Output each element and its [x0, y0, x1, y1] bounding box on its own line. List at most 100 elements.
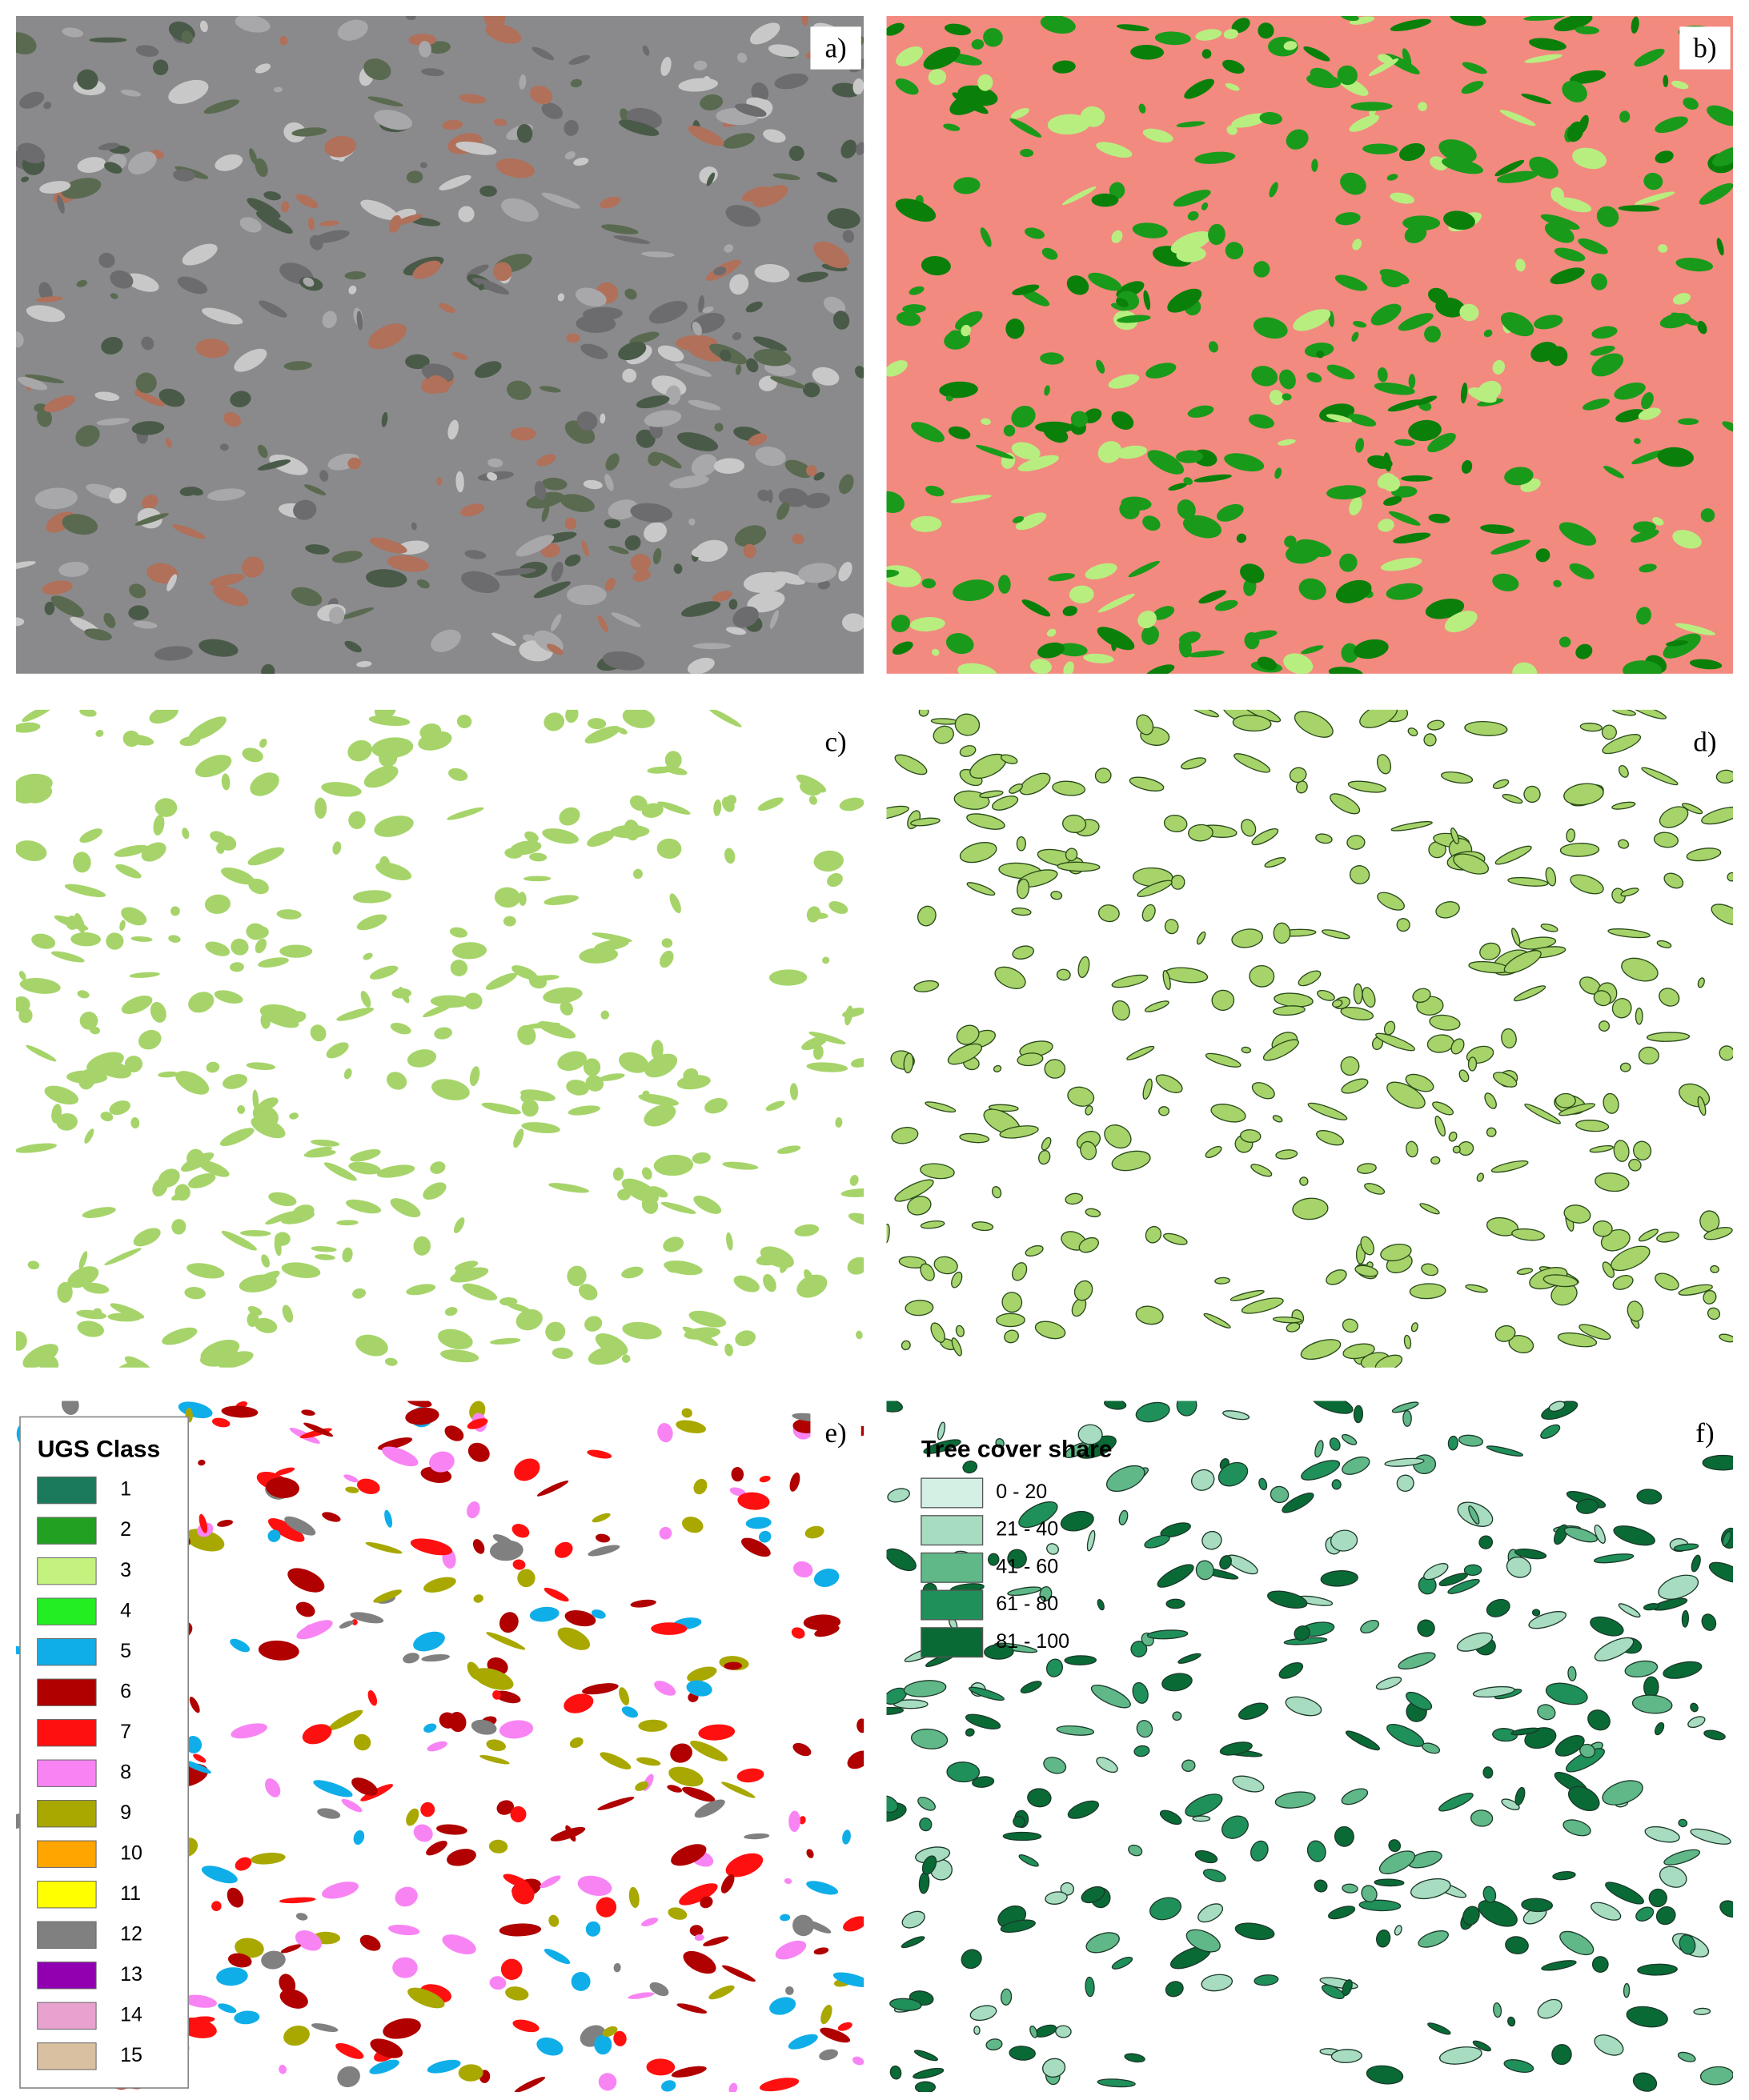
map-patch [1295, 780, 1308, 794]
map-patch [1663, 74, 1669, 87]
map-patch [1040, 16, 1076, 34]
map-patch [448, 1712, 467, 1733]
map-patch [628, 1886, 640, 1909]
map-patch [1322, 1984, 1345, 2000]
map-patch [1198, 590, 1227, 604]
map-patch [676, 432, 719, 451]
map-patch [408, 34, 437, 46]
map-patch [1274, 1791, 1316, 1809]
map-patch [1251, 366, 1278, 387]
map-patch [1463, 1564, 1482, 1577]
legend-swatch [37, 2042, 97, 2070]
map-patch [1060, 1510, 1094, 1532]
map-patch [767, 489, 773, 503]
map-patch [1231, 928, 1263, 948]
map-patch [467, 1501, 480, 1519]
map-patch [1214, 599, 1238, 611]
map-patch [1141, 625, 1159, 645]
map-patch [1316, 1129, 1345, 1146]
map-patch [213, 585, 249, 607]
map-patch [1516, 1268, 1534, 1275]
map-patch [221, 773, 231, 791]
map-patch [511, 1524, 530, 1538]
map-patch [1635, 1008, 1643, 1025]
map-patch [1666, 640, 1688, 647]
map-patch [499, 1720, 534, 1739]
map-patch [1110, 303, 1128, 311]
map-patch [909, 286, 925, 295]
map-patch [1178, 637, 1192, 658]
map-patch [676, 2003, 708, 2014]
map-patch [1424, 326, 1441, 343]
map-patch [1188, 824, 1213, 842]
map-patch [471, 1719, 497, 1735]
map-patch [1403, 1334, 1412, 1349]
map-patch [1402, 48, 1412, 67]
map-patch [39, 1355, 59, 1368]
map-patch [1225, 82, 1240, 91]
panel-label-box [1679, 1411, 1731, 1455]
map-patch [566, 333, 580, 343]
map-patch [592, 1513, 611, 1523]
map-patch [854, 366, 864, 379]
map-patch [996, 1312, 1025, 1328]
overlays: a) b)c) d)e) f)UGS Class1234567891011121314… [19, 26, 1731, 2089]
map-patch [754, 263, 790, 283]
map-patch [1634, 48, 1665, 67]
map-patch [1482, 1886, 1497, 1903]
map-patch [1136, 1720, 1153, 1738]
map-patch [360, 199, 399, 221]
map-patch [1701, 806, 1733, 825]
map-patch [813, 850, 844, 872]
map-background [886, 709, 1733, 1368]
map-patch [328, 1709, 363, 1731]
map-patch [1335, 579, 1372, 603]
map-patch [1389, 511, 1421, 526]
map-patch [1366, 2065, 1404, 2085]
map-patch [1618, 1603, 1641, 1618]
map-patch [31, 933, 56, 949]
map-patch [259, 300, 287, 318]
map-patch [1711, 904, 1733, 926]
map-patch [491, 632, 516, 647]
map-patch [840, 1188, 864, 1197]
map-patch [950, 495, 992, 503]
map-patch [261, 1254, 271, 1268]
map-patch [18, 971, 26, 980]
map-patch [451, 351, 467, 360]
map-patch [1278, 439, 1296, 446]
map-patch [702, 307, 714, 313]
map-patch [221, 1230, 257, 1251]
map-patch [1394, 1925, 1402, 1936]
map-patch [119, 920, 126, 931]
map-patch [1086, 1529, 1096, 1552]
map-patch [279, 1897, 316, 1904]
map-patch [1326, 485, 1366, 500]
map-patch [995, 1438, 1005, 1449]
map-patch [600, 196, 621, 209]
map-patch [345, 1199, 382, 1214]
map-patch [630, 1599, 656, 1608]
map-patch [1040, 352, 1065, 365]
map-patch [1575, 643, 1593, 659]
map-patch [1500, 312, 1534, 337]
map-patch [1638, 407, 1661, 420]
map-panel [16, 709, 864, 1368]
map-patch [1486, 1127, 1497, 1137]
map-patch [492, 1690, 501, 1700]
map-patch [913, 2050, 938, 2062]
panel-label: b) [1693, 33, 1716, 64]
map-patch [1050, 891, 1063, 900]
map-patch [1126, 1045, 1155, 1060]
map-patch [660, 950, 674, 968]
map-patch [165, 438, 172, 448]
map-patch [1163, 814, 1188, 832]
map-patch [247, 198, 281, 219]
map-patch [587, 718, 607, 730]
map-patch [1504, 467, 1534, 486]
map-patch [1337, 65, 1358, 86]
map-patch [1663, 1661, 1703, 1679]
map-patch [1012, 515, 1025, 523]
panel-label: d) [1693, 727, 1716, 758]
map-patch [763, 129, 786, 143]
